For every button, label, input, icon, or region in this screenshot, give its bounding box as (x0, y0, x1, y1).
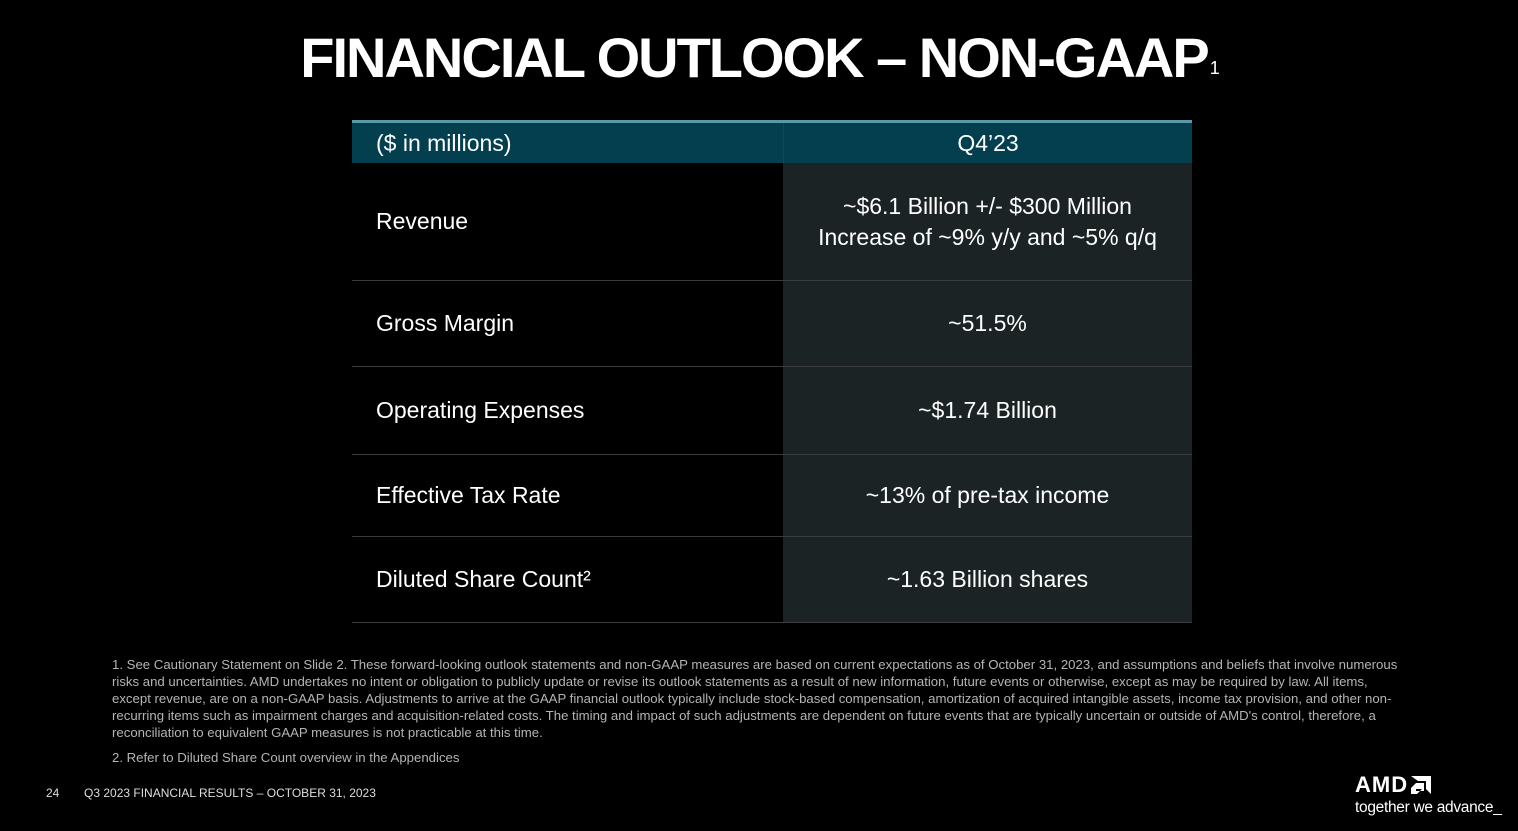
value-line: ~13% of pre-tax income (865, 482, 1110, 508)
table-row: Revenue ~$6.1 Billion +/- $300 Million I… (352, 163, 1192, 281)
footnote-2: 2. Refer to Diluted Share Count overview… (112, 750, 460, 765)
row-label: Gross Margin (376, 310, 515, 336)
row-value: ~13% of pre-tax income (783, 455, 1192, 536)
table-row: Diluted Share Count² ~1.63 Billion share… (352, 537, 1192, 623)
value-line: Increase of ~9% y/y and ~5% q/q (818, 223, 1157, 250)
value-line: ~1.63 Billion shares (886, 566, 1089, 592)
row-label: Effective Tax Rate (376, 482, 561, 508)
row-value: ~$6.1 Billion +/- $300 Million Increase … (783, 163, 1192, 280)
logo-wordmark: AMD (1355, 772, 1502, 798)
value-line: ~$1.74 Billion (918, 397, 1057, 423)
row-label: Revenue (376, 208, 469, 234)
logo-tagline: together we advance_ (1355, 799, 1502, 816)
row-value: ~1.63 Billion shares (783, 537, 1192, 622)
header-units: ($ in millions) (376, 130, 512, 156)
logo-brand: AMD (1355, 772, 1409, 797)
page-number: 24 (46, 786, 60, 800)
value-line: ~51.5% (948, 310, 1027, 336)
footnote-1: 1. See Cautionary Statement on Slide 2. … (112, 657, 1398, 740)
amd-arrow-icon (1411, 776, 1432, 794)
row-value: ~51.5% (783, 281, 1192, 366)
table-header: ($ in millions) Q4’23 (352, 120, 1192, 163)
table-row: Gross Margin ~51.5% (352, 281, 1192, 367)
row-label: Diluted Share Count² (376, 566, 591, 592)
table-row: Operating Expenses ~$1.74 Billion (352, 367, 1192, 455)
header-period: Q4’23 (783, 123, 1192, 163)
page-title: FINANCIAL OUTLOOK – NON-GAAP 1 (0, 26, 1518, 90)
footer-text: Q3 2023 FINANCIAL RESULTS – OCTOBER 31, … (84, 786, 376, 800)
amd-logo: AMD together we advance_ (1355, 772, 1502, 817)
row-value: ~$1.74 Billion (783, 367, 1192, 454)
table-row: Effective Tax Rate ~13% of pre-tax incom… (352, 455, 1192, 537)
value-line: ~$6.1 Billion +/- $300 Million (843, 192, 1132, 219)
outlook-table: ($ in millions) Q4’23 Revenue ~$6.1 Bill… (352, 120, 1192, 623)
title-text: FINANCIAL OUTLOOK – NON-GAAP (300, 26, 1209, 89)
footnotes: 1. See Cautionary Statement on Slide 2. … (112, 656, 1402, 774)
title-footnote-marker: 1 (1209, 58, 1220, 78)
row-label: Operating Expenses (376, 397, 585, 423)
